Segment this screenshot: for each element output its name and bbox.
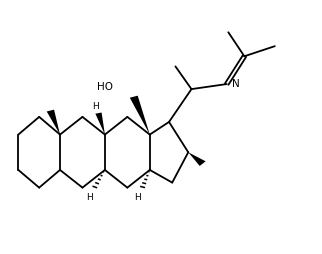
Polygon shape bbox=[188, 152, 206, 166]
Polygon shape bbox=[130, 96, 150, 135]
Text: N: N bbox=[232, 78, 240, 89]
Text: H: H bbox=[92, 102, 99, 110]
Text: H: H bbox=[135, 193, 141, 202]
Text: H: H bbox=[86, 193, 93, 202]
Polygon shape bbox=[47, 110, 60, 135]
Polygon shape bbox=[95, 113, 105, 135]
Text: HO: HO bbox=[97, 82, 113, 92]
